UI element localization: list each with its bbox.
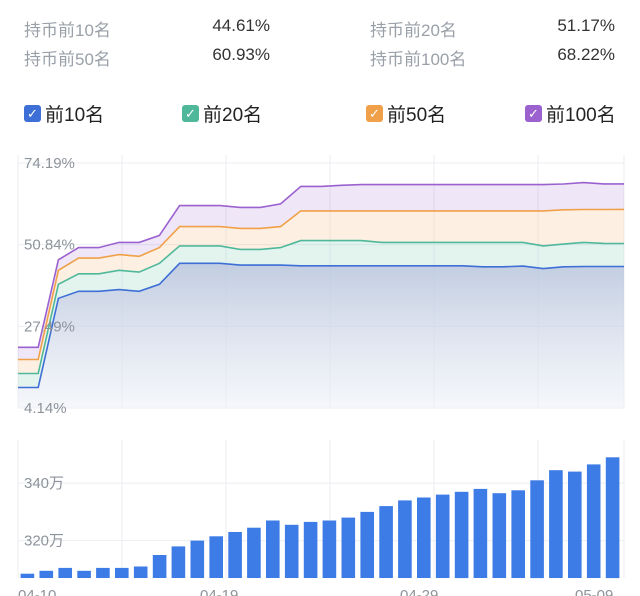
bar [360,511,374,578]
series-line-前50名 [18,208,625,361]
bar [322,520,337,578]
stat-top10-label: 持币前10名 [24,21,111,40]
bar [171,546,186,578]
bar-x-tick-label: 04-29 [400,587,438,596]
checkbox-icon[interactable]: ✓ [24,105,41,122]
bar [190,540,205,578]
legend-label: 前10名 [45,105,105,126]
area-y-tick-label: 74.19% [24,155,75,172]
area-y-tick-label: 4.14% [24,400,67,417]
bar-x-tick-label: 04-10 [18,587,56,596]
bar [247,527,261,578]
stat-top100-label: 持币前100名 [370,50,467,69]
bar [58,567,72,578]
series-line-前20名 [18,239,625,375]
area-y-tick-label: 50.84% [24,237,75,254]
bar-chart-bars [20,457,620,579]
bar [266,520,280,578]
area-chart-y-labels: 74.19% 50.84% 27.49% 4.14% [24,155,75,417]
bar [398,500,412,578]
bar-chart-y-labels: 340万 320万 [24,475,64,550]
bar [379,506,393,578]
bar [20,573,35,578]
legend-item-top20[interactable]: ✓ 前20名 [182,100,262,127]
checkbox-icon[interactable]: ✓ [366,105,383,122]
stat-top100-value: 68.22% [557,45,615,64]
stat-top50-label: 持币前50名 [24,50,111,69]
bar-x-tick-label: 04-19 [200,587,238,596]
legend-item-top100[interactable]: ✓ 前100名 [525,100,616,127]
bar [303,521,318,578]
stat-top10-value: 44.61% [212,16,270,35]
bar [115,567,129,578]
legend-item-top10[interactable]: ✓ 前10名 [24,100,104,127]
stat-top20-label: 持币前20名 [370,21,457,40]
bar [530,480,544,579]
bar [209,536,223,578]
bar [96,567,110,578]
legend-item-top50[interactable]: ✓ 前50名 [366,100,446,127]
bar [473,488,488,578]
area-y-tick-label: 27.49% [24,318,75,335]
bar [228,532,242,578]
bar [492,493,507,578]
bar-y-tick-label: 340万 [24,475,64,492]
bar [284,524,299,578]
stat-top50-value: 60.93% [212,45,270,64]
bar [133,566,148,578]
bar [417,497,431,578]
bar-x-tick-label: 05-09 [575,587,613,596]
bar [77,570,91,578]
bar [341,517,356,578]
area-band-前20名 [18,240,624,388]
bar [568,471,582,578]
area-band-前100名 [18,182,624,360]
bar [152,555,167,578]
legend-label: 前50名 [387,105,447,126]
checkbox-icon[interactable]: ✓ [182,105,199,122]
area-band-前50名 [18,209,624,374]
area-chart-fills [18,182,624,408]
legend-label: 前100名 [546,105,616,126]
bar [511,490,525,578]
bar [586,464,601,578]
checkbox-icon[interactable]: ✓ [525,105,542,122]
bar-y-tick-label: 320万 [24,533,64,550]
area-chart-lines [18,181,625,389]
bar [605,457,620,579]
bar [435,494,450,578]
bar-chart-x-labels: 04-10 04-19 04-29 05-09 [18,587,613,596]
series-line-前100名 [18,181,624,349]
bar [549,470,563,578]
bar [454,491,469,579]
series-line-前10名 [18,262,624,389]
stat-top20-value: 51.17% [557,16,615,35]
bar [39,570,54,578]
area-fill-top10 [18,263,624,408]
legend-label: 前20名 [203,105,263,126]
